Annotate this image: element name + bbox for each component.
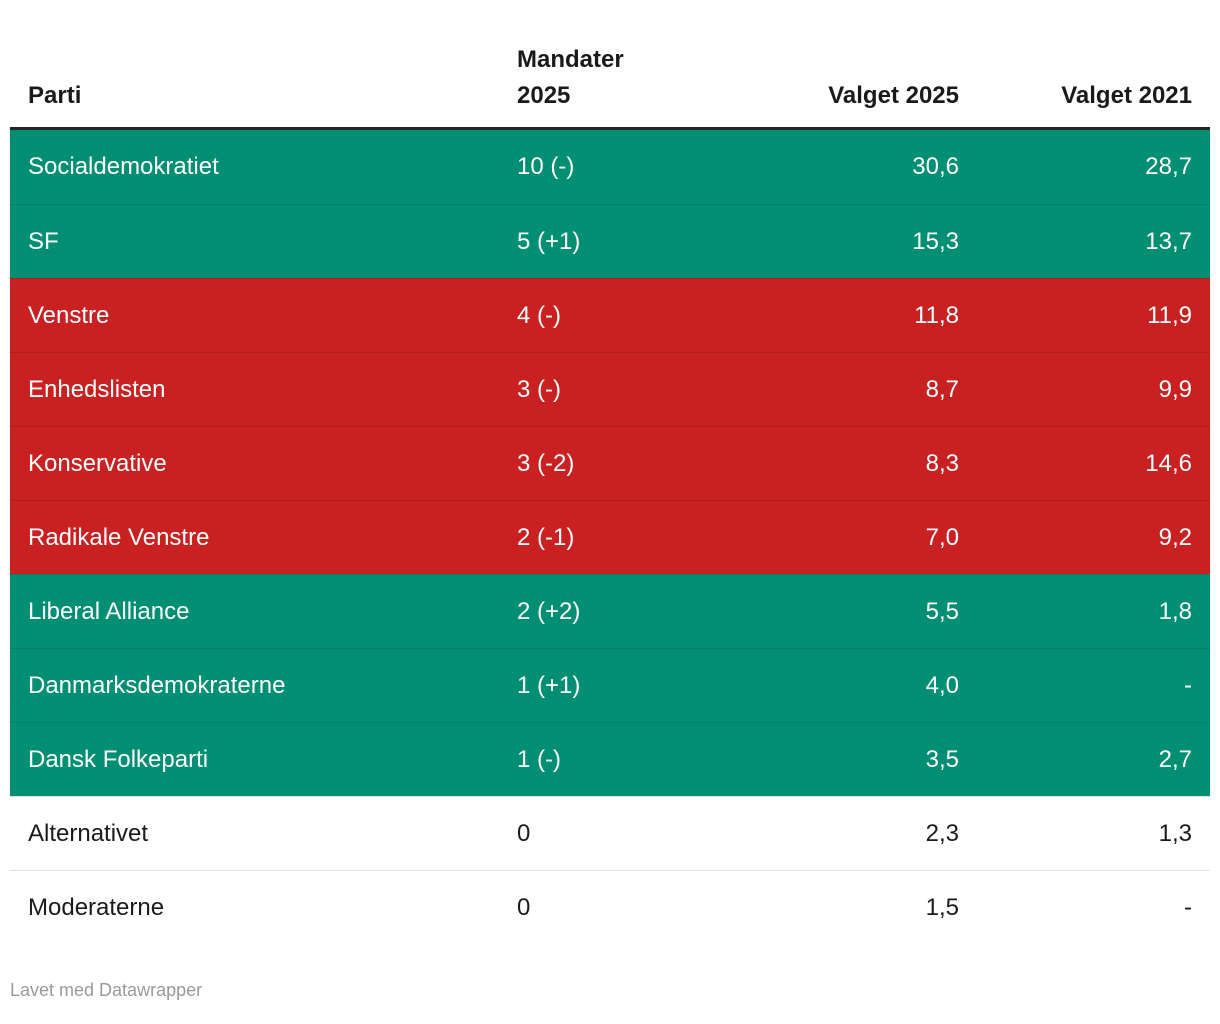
party-name-cell: Moderaterne — [28, 893, 165, 921]
table-row-enhedslisten: Enhedslisten 3 (-) 8,7 9,9 — [10, 352, 1210, 426]
table-row-venstre: Venstre 4 (-) 11,8 11,9 — [10, 278, 1210, 352]
mandater-cell: 2 (-1) — [517, 523, 575, 551]
mandater-cell: 1 (-) — [517, 745, 561, 773]
table-row-konservative: Konservative 3 (-2) 8,3 14,6 — [10, 426, 1210, 500]
table-header-row: Parti Mandater 2025 Valget 2025 Valget 2… — [10, 0, 1210, 130]
mandater-cell: 2 (+2) — [517, 597, 581, 625]
valget-2025-cell: 5,5 — [925, 597, 959, 625]
valget-2025-cell: 4,0 — [925, 671, 959, 699]
valget-2025-cell: 8,3 — [925, 449, 959, 477]
table-row-socialdemokratiet: Socialdemokratiet 10 (-) 30,6 28,7 — [10, 130, 1210, 204]
mandater-cell: 4 (-) — [517, 301, 561, 329]
valget-2021-cell: - — [1184, 893, 1192, 921]
column-header-valget-2025: Valget 2025 — [828, 82, 959, 109]
valget-2021-cell: 1,8 — [1158, 597, 1192, 625]
mandater-cell: 3 (-2) — [517, 449, 575, 477]
valget-2025-cell: 2,3 — [925, 819, 959, 847]
party-name-cell: Venstre — [28, 301, 110, 329]
valget-2021-cell: 2,7 — [1158, 745, 1192, 773]
mandater-cell: 5 (+1) — [517, 227, 581, 255]
valget-2021-cell: 11,9 — [1147, 301, 1192, 329]
mandater-cell: 3 (-) — [517, 375, 561, 403]
valget-2025-cell: 1,5 — [925, 893, 959, 921]
valget-2025-cell: 15,3 — [912, 227, 959, 255]
column-header-mandater-2025-label: Mandater 2025 — [517, 46, 624, 109]
valget-2025-cell: 11,8 — [914, 301, 959, 329]
table-row-dansk-folkeparti: Dansk Folkeparti 1 (-) 3,5 2,7 — [10, 722, 1210, 796]
column-header-mandater-2025: Mandater 2025 — [499, 42, 741, 114]
valget-2021-cell: 14,6 — [1145, 449, 1192, 477]
attribution: Lavet med Datawrapper — [10, 978, 1210, 1002]
column-header-valget-2021: Valget 2021 — [1061, 82, 1192, 109]
valget-2021-cell: - — [1184, 671, 1192, 699]
party-name-cell: Radikale Venstre — [28, 523, 210, 551]
mandater-cell: 10 (-) — [517, 153, 575, 180]
column-header-parti: Parti — [28, 82, 82, 109]
table-row-radikale-venstre: Radikale Venstre 2 (-1) 7,0 9,2 — [10, 500, 1210, 574]
party-name-cell: Konservative — [28, 449, 167, 477]
party-name-cell: Danmarksdemokraterne — [28, 671, 286, 699]
valget-2021-cell: 9,9 — [1158, 375, 1192, 403]
mandater-cell: 0 — [517, 893, 531, 921]
party-name-cell: Dansk Folkeparti — [28, 745, 209, 773]
mandater-cell: 0 — [517, 819, 531, 847]
results-table: Parti Mandater 2025 Valget 2025 Valget 2… — [10, 0, 1210, 944]
party-name-cell: Alternativet — [28, 819, 149, 847]
valget-2025-cell: 8,7 — [925, 375, 959, 403]
valget-2021-cell: 9,2 — [1158, 523, 1192, 551]
datawrapper-credit-link[interactable]: Lavet med Datawrapper — [10, 980, 203, 1000]
table-row-danmarksdemokraterne: Danmarksdemokraterne 1 (+1) 4,0 - — [10, 648, 1210, 722]
table-row-alternativet: Alternativet 0 2,3 1,3 — [10, 796, 1210, 870]
valget-2021-cell: 1,3 — [1158, 819, 1192, 847]
valget-2025-cell: 7,0 — [925, 523, 959, 551]
valget-2021-cell: 13,7 — [1145, 227, 1192, 255]
valget-2025-cell: 3,5 — [925, 745, 959, 773]
party-name-cell: Socialdemokratiet — [28, 153, 219, 180]
table-row-liberal-alliance: Liberal Alliance 2 (+2) 5,5 1,8 — [10, 574, 1210, 648]
mandater-cell: 1 (+1) — [517, 671, 581, 699]
table-row-moderaterne: Moderaterne 0 1,5 - — [10, 870, 1210, 944]
party-name-cell: Enhedslisten — [28, 375, 166, 403]
party-name-cell: Liberal Alliance — [28, 597, 190, 625]
valget-2025-cell: 30,6 — [912, 153, 959, 180]
valget-2021-cell: 28,7 — [1145, 153, 1192, 180]
table-row-sf: SF 5 (+1) 15,3 13,7 — [10, 204, 1210, 278]
party-name-cell: SF — [28, 227, 59, 255]
